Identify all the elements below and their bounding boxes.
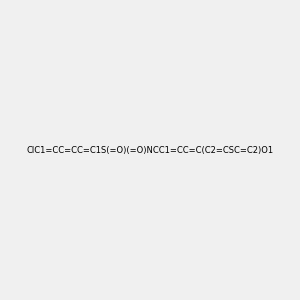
Text: ClC1=CC=CC=C1S(=O)(=O)NCC1=CC=C(C2=CSC=C2)O1: ClC1=CC=CC=C1S(=O)(=O)NCC1=CC=C(C2=CSC=C…	[26, 146, 274, 154]
